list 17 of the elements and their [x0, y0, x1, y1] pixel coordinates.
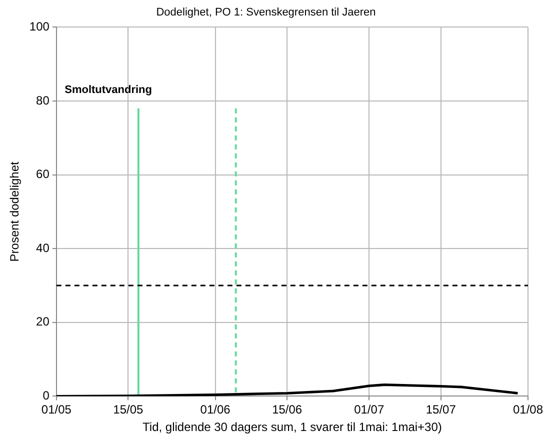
x-axis-title: Tid, glidende 30 dagers sum, 1 svarer til 1mai: 1mai+30)	[142, 420, 442, 434]
y-tick-label: 0	[42, 388, 50, 403]
x-tick-label: 01/07	[354, 402, 384, 417]
y-tick-label: 100	[29, 20, 50, 34]
y-tick-label: 60	[36, 167, 50, 182]
y-tick-label: 40	[36, 240, 50, 255]
y-tick-label: 80	[36, 93, 50, 108]
y-tick-label: 20	[36, 314, 50, 329]
x-tick-label: 15/06	[272, 402, 302, 417]
x-tick-label: 01/08	[512, 402, 544, 417]
y-axis-title: Prosent dodelighet	[8, 161, 22, 262]
chart-title: Dodelighet, PO 1: Svenskegrensen til Jaeren	[156, 6, 376, 19]
x-tick-label: 15/05	[113, 402, 144, 417]
x-tick-label: 15/07	[426, 402, 456, 417]
annotation: Smoltutvandring	[64, 84, 152, 96]
x-tick-label: 01/06	[200, 402, 231, 417]
x-tick-label: 01/05	[41, 402, 72, 417]
